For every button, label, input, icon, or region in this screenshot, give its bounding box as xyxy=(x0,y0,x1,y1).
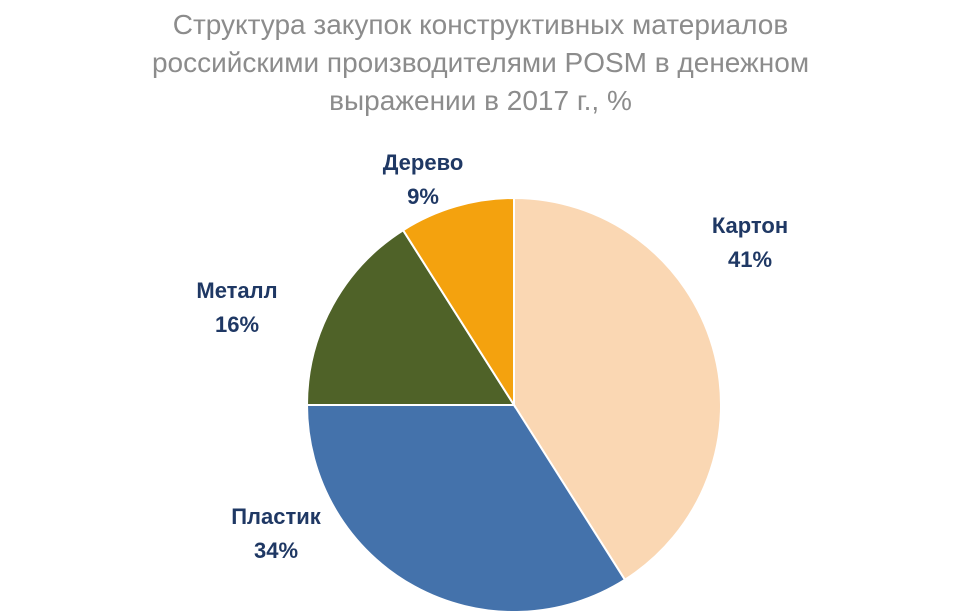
pie-slice-2 xyxy=(305,404,627,613)
slice-value-label: 16% xyxy=(215,312,259,337)
pie-labels: Картон 41% Пластик 34% Металл 16% Дерево 9% xyxy=(196,150,788,563)
slice-value-label: 9% xyxy=(407,184,439,209)
slice-value-label: 34% xyxy=(254,538,298,563)
slice-category-label: Пластик xyxy=(231,504,322,529)
chart-title-line-1: Структура закупок конструктивных материа… xyxy=(172,9,789,40)
slice-value-label: 41% xyxy=(728,247,772,272)
chart-title-line-3: выражении в 2017 г., % xyxy=(329,85,632,116)
slice-category-label: Металл xyxy=(196,278,277,303)
chart-title: Структура закупок конструктивных материа… xyxy=(0,6,961,120)
slice-category-label: Дерево xyxy=(383,150,464,175)
slice-category-label: Картон xyxy=(712,213,788,238)
pie-slice-4 xyxy=(401,196,515,409)
pie-slices xyxy=(305,196,722,613)
pie-slice-3 xyxy=(305,228,516,406)
pie-slice-1 xyxy=(513,196,722,582)
chart-title-line-2: российскими производителями POSM в денеж… xyxy=(151,47,810,78)
